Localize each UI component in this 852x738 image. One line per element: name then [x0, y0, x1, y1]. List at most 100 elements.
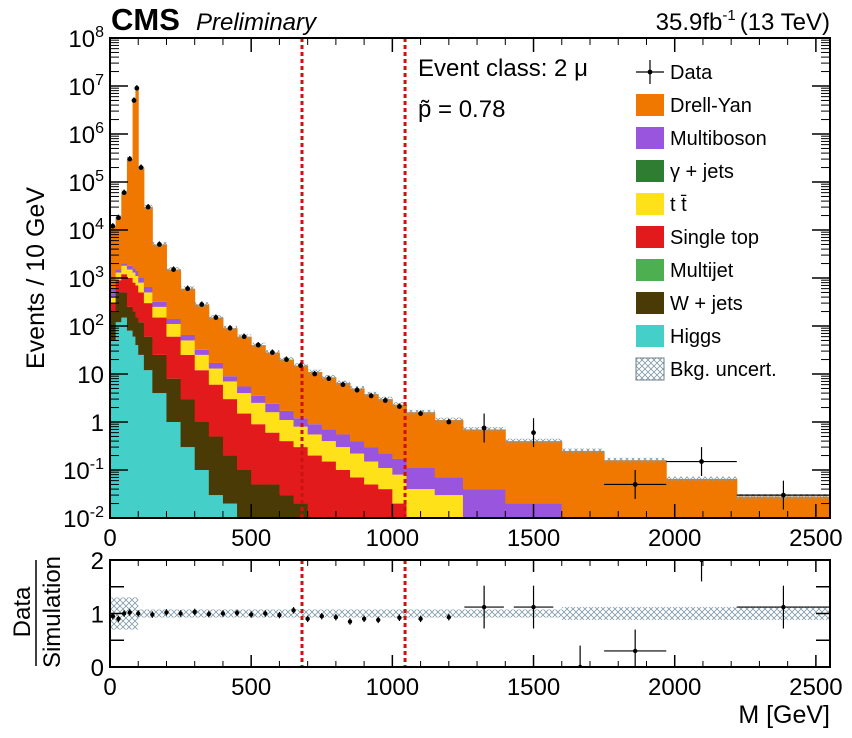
stack-bin-multiboson — [166, 318, 182, 325]
stack-bin-wjets — [126, 306, 134, 331]
stack-bin-multiboson — [121, 263, 128, 266]
ratio-point — [150, 612, 155, 617]
ratio-point — [632, 648, 638, 654]
stack-bin-higgs — [208, 495, 224, 518]
legend-label: Multiboson — [670, 128, 767, 150]
x-tick-label: 0 — [103, 525, 116, 552]
stack-bin-multiboson — [293, 418, 309, 427]
data-point — [397, 404, 402, 409]
stack-bin-ttbar — [265, 412, 280, 433]
stack-bin-single_top — [279, 441, 295, 496]
data-point — [138, 165, 144, 170]
stack-bin-wjets — [194, 422, 210, 470]
stack-bin-wjets — [180, 399, 196, 448]
stack-bin-wjets — [143, 336, 153, 371]
legend-swatch — [636, 325, 664, 347]
stack-bin-dy — [392, 404, 407, 459]
data-point — [382, 398, 388, 403]
x-tick-label: 500 — [231, 525, 271, 552]
stack-bin-dy — [350, 388, 365, 442]
ratio-point — [446, 615, 452, 620]
ratio-uncertainty-bin — [279, 609, 294, 618]
main-axis-ticks: 0 500 1000 1500 2000 2500 10-2 10-1 1 10 102 103 104… — [63, 24, 843, 552]
stack-bin-dy — [561, 450, 605, 518]
stack-bin-wjets — [279, 495, 295, 518]
stack-bin-single_top — [126, 278, 134, 307]
ratio-point — [531, 604, 536, 610]
stack-bin-dy — [135, 88, 139, 271]
data-point — [531, 430, 536, 436]
ratio-uncertainty-bin — [222, 609, 238, 618]
ratio-point — [291, 608, 296, 613]
legend-label: Data — [670, 62, 713, 84]
stack-bin-ttbar — [115, 272, 122, 281]
legend-label: γ + jets — [670, 161, 734, 183]
legend-label: Higgs — [670, 326, 721, 348]
data-point — [171, 267, 176, 272]
data-point — [781, 492, 786, 498]
ratio-point — [305, 616, 310, 622]
stack-bin-ttbar — [126, 269, 134, 278]
stack-bin-higgs — [132, 336, 136, 518]
stack-bin-ttbar — [434, 495, 464, 518]
uncertainty-band-bin — [666, 476, 737, 482]
ratio-y-tick-label: 2 — [91, 548, 104, 575]
stack-bin-ttbar — [350, 453, 365, 478]
ratio-uncertainty-bin — [364, 609, 379, 618]
ratio-point — [376, 617, 381, 623]
stack-bin-single_top — [237, 413, 252, 470]
data-point — [632, 482, 638, 487]
stack-bin-single_top — [166, 336, 182, 379]
stack-bin-dy — [126, 159, 134, 266]
ratio-point — [110, 613, 116, 619]
ratio-uncertainty-bin — [152, 609, 167, 618]
data-point — [227, 325, 233, 331]
stack-bin-wjets — [166, 378, 182, 422]
stack-bin-multiboson — [335, 434, 351, 448]
stack-bin-ttbar — [293, 426, 309, 448]
stack-bin-single_top — [222, 399, 238, 456]
stack-bin-higgs — [121, 317, 128, 518]
ratio-x-tick-label: 1500 — [507, 674, 560, 701]
stack-bin-single_top — [110, 303, 117, 312]
stack-bin-ttbar — [135, 276, 139, 286]
stack-bin-higgs — [143, 370, 153, 518]
stack-bin-multiboson — [143, 286, 153, 293]
legend-swatch — [636, 292, 664, 314]
stack-bin-wjets — [135, 317, 139, 346]
ratio-uncertainty-bin — [392, 609, 407, 618]
stack-bin-wjets — [121, 292, 128, 318]
ratio-uncertainty-bin — [208, 609, 223, 618]
data-point — [185, 286, 191, 292]
stack-bin-multiboson — [434, 477, 464, 496]
ratio-point — [127, 610, 132, 615]
stack-bin-ttbar — [321, 441, 337, 462]
stack-bin-single_top — [350, 477, 365, 518]
stack-bin-single_top — [138, 292, 145, 323]
uncertainty-band-bin — [604, 457, 667, 463]
stack-bin-single_top — [121, 274, 128, 293]
stack-bin-wjets — [237, 470, 252, 518]
stack-bin-single_top — [132, 282, 136, 312]
stack-bin-higgs — [152, 393, 167, 518]
ratio-uncertainty-bin — [293, 609, 308, 618]
legend-label: W + jets — [670, 293, 743, 315]
ratio-x-tick-label: 500 — [231, 674, 271, 701]
ratio-point — [206, 611, 212, 617]
data-point — [312, 371, 318, 377]
legend-swatch — [636, 193, 664, 215]
ratio-uncertainty-bin — [406, 609, 435, 618]
stack-bin-multiboson — [115, 269, 122, 273]
data-point — [340, 382, 346, 388]
ratio-y-label-numerator: Data — [9, 586, 36, 637]
stack-bin-dy — [110, 226, 117, 289]
ratio-point — [192, 609, 197, 615]
y-tick-label: 10-2 — [63, 504, 104, 533]
stack-bin-ttbar — [110, 297, 117, 304]
stack-bin-single_top — [208, 384, 224, 437]
energy-label: (13 TeV) — [740, 9, 830, 36]
stack-bin-dy — [121, 192, 128, 264]
ratio-uncertainty-bin — [194, 609, 209, 618]
stack-bin-multiboson — [180, 334, 196, 341]
